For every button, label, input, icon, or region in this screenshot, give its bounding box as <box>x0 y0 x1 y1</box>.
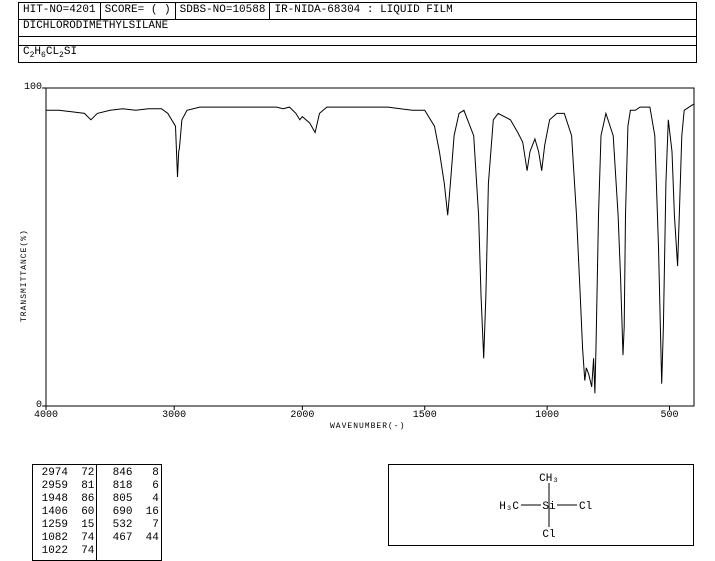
peak-row: 690 16 <box>99 506 158 519</box>
svg-text:Cl: Cl <box>579 501 592 513</box>
y-tick: 0 <box>22 400 42 411</box>
svg-text:Cl: Cl <box>542 529 555 541</box>
peak-col-1: 2974 72 2959 81 1948 86 1406 60 1259 15 … <box>33 465 96 560</box>
peak-row: 846 8 <box>99 467 158 480</box>
peak-row: 467 44 <box>99 532 158 545</box>
x-tick: 3000 <box>154 410 194 421</box>
svg-text:H₃C: H₃C <box>499 501 519 513</box>
peak-row: 1082 74 <box>35 532 94 545</box>
sdbs-no: SDBS-NO=10588 <box>176 3 271 19</box>
header-row: HIT-NO=4201 SCORE= ( ) SDBS-NO=10588 IR-… <box>18 2 697 20</box>
x-tick: 2000 <box>282 410 322 421</box>
y-axis-label: TRANSMITTANCE(%) <box>20 229 29 322</box>
x-tick: 500 <box>650 410 690 421</box>
peak-col-2: 846 8 818 6 805 4 690 16 532 7 467 44 <box>97 465 160 560</box>
peak-row: 1022 74 <box>35 545 94 558</box>
peak-row: 532 7 <box>99 519 158 532</box>
peak-row: 1406 60 <box>35 506 94 519</box>
svg-text:CH₃: CH₃ <box>539 473 559 485</box>
x-tick: 1000 <box>527 410 567 421</box>
chart-svg <box>18 82 697 422</box>
x-axis-label: WAVENUMBER(-) <box>330 422 405 431</box>
peak-row: 1948 86 <box>35 493 94 506</box>
peak-row: 818 6 <box>99 480 158 493</box>
x-tick: 4000 <box>26 410 66 421</box>
molecular-formula: C2H6CL2SI <box>18 46 697 63</box>
peak-row: 2959 81 <box>35 480 94 493</box>
peak-row: 805 4 <box>99 493 158 506</box>
ir-info: IR-NIDA-68304 : LIQUID FILM <box>270 3 696 19</box>
x-tick: 1500 <box>405 410 445 421</box>
peak-table: 2974 72 2959 81 1948 86 1406 60 1259 15 … <box>32 464 162 561</box>
svg-text:Si: Si <box>542 501 556 513</box>
peak-row: 2974 72 <box>35 467 94 480</box>
structure-box: CH₃ Cl H₃C Cl Si <box>388 464 694 546</box>
gap-row <box>18 37 697 46</box>
score: SCORE= ( ) <box>101 3 176 19</box>
structure-diagram: CH₃ Cl H₃C Cl Si <box>499 469 619 541</box>
hit-no: HIT-NO=4201 <box>19 3 101 19</box>
peak-row: 1259 15 <box>35 519 94 532</box>
ir-spectrum-chart: TRANSMITTANCE(%) WAVENUMBER(-) 400030002… <box>18 82 697 422</box>
y-tick: 100 <box>22 82 42 93</box>
compound-name: DICHLORODIMETHYLSILANE <box>18 20 697 37</box>
